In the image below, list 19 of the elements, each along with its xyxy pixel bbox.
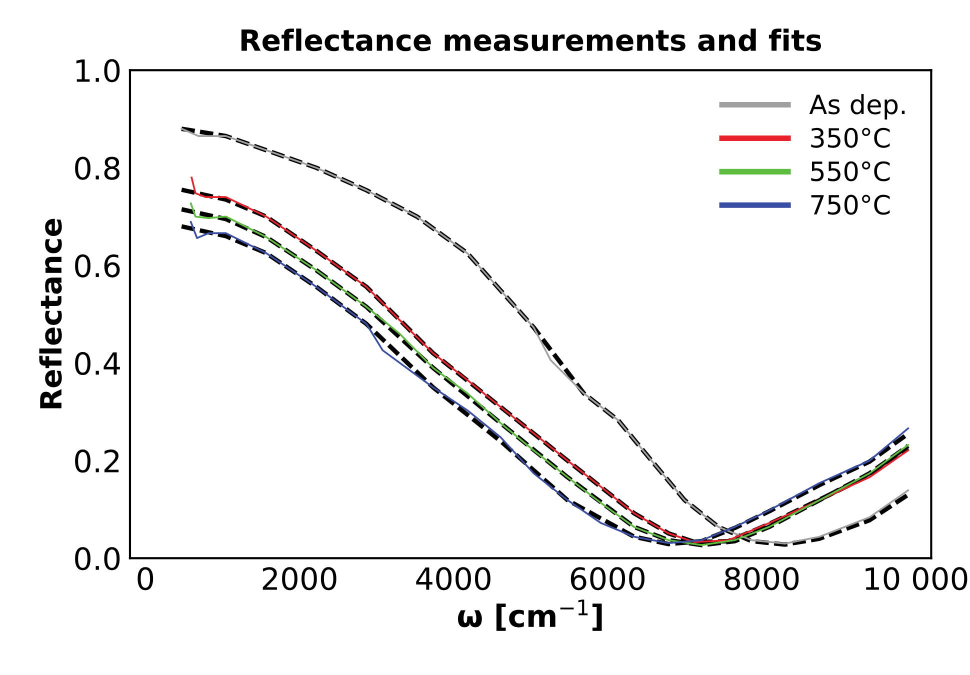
y-tick-label: 0.2 (75, 450, 119, 473)
y-tick-label: 0.8 (75, 156, 120, 180)
x-tick-label: 8000 (724, 567, 799, 590)
y-axis-title: Reflectance (39, 218, 62, 408)
y-tick-label: 0.0 (75, 547, 120, 570)
y-tick-label: 0.4 (75, 352, 120, 376)
x-tick-label: 6000 (570, 567, 644, 590)
x-tick-label: 4000 (416, 567, 490, 590)
legend-label: 750°C (811, 194, 890, 215)
y-tick-label: 1.0 (76, 59, 120, 82)
x-tick-label: 2000 (262, 567, 336, 590)
x-tick-label: 0 (138, 567, 154, 590)
legend-label: 550°C (811, 161, 890, 182)
x-tick-label: 10 000 (866, 567, 968, 590)
legend-label: 350°C (811, 128, 890, 148)
legend-label: As dep. (809, 94, 905, 120)
y-tick-label: 0.6 (75, 254, 120, 278)
x-axis-title: ω [cm$^{−1}$] (458, 600, 602, 631)
chart-title: Reflectance measurements and fits (241, 28, 822, 52)
